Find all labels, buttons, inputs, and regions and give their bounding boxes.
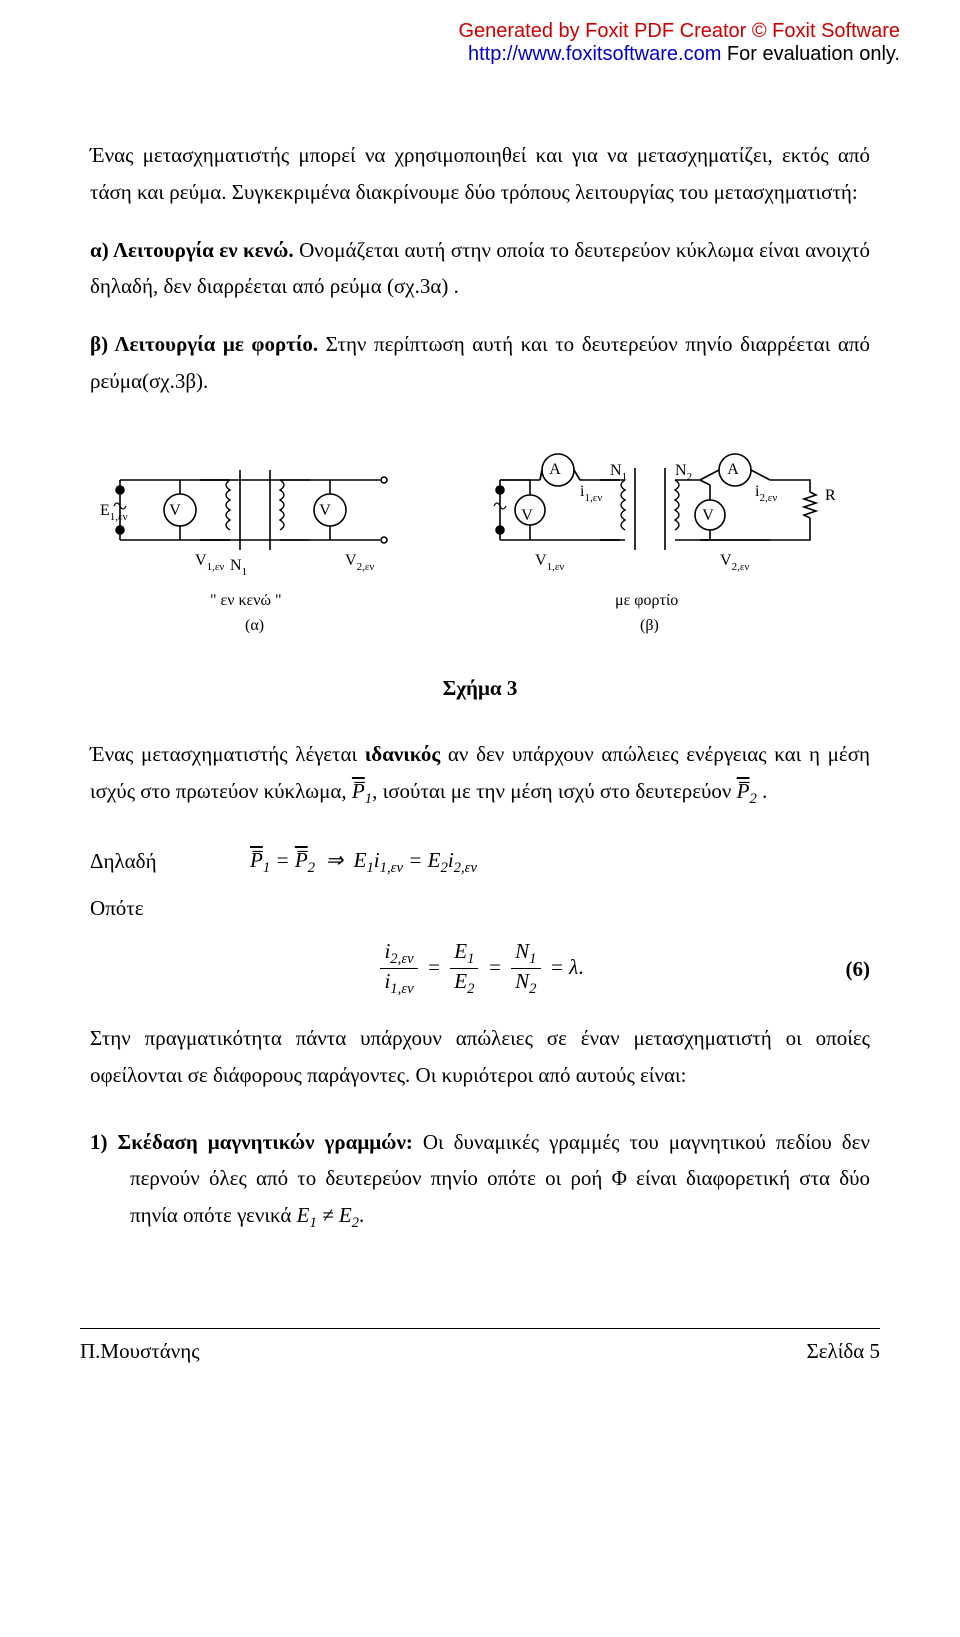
label-A-right: A [727,461,739,478]
label-V-right-a: V [319,502,331,519]
paragraph-2: Ένας μετασχηματιστής λέγεται ιδανικός αν… [90,736,870,813]
watermark-line2: http://www.foxitsoftware.com For evaluat… [0,43,900,66]
eq-dhladi-row: Δηλαδή P̅1 = P̅2 ⇒ E1i1,εν = E2i2,εν [90,834,870,890]
paragraph-3: Στην πραγματικότητα πάντα υπάρχουν απώλε… [90,1020,870,1094]
watermark-line1: Generated by Foxit PDF Creator © Foxit S… [0,20,900,43]
page-footer: Π.Μουστάνης Σελίδα 5 [80,1328,880,1394]
figure-caption: Σχήμα 3 [90,670,870,707]
list-item-1: 1) Σκέδαση μαγνητικών γραμμών: Οι δυναμι… [130,1124,870,1237]
item1-tail: . [359,1203,364,1227]
watermark-eval: For evaluation only. [721,43,900,65]
label-V2a: V2,εν [345,552,374,573]
label-R: R [825,487,836,504]
circuit-diagram-svg: E1,εν V V1,εν V V2,εν N1 " εν κενώ " (α)… [100,430,860,660]
label-V1a: V1,εν [195,552,224,573]
eq-p1p2: P̅1 = P̅2 ⇒ E1i1,εν = E2i2,εν [250,842,477,882]
label-i1: i1,εν [580,483,602,504]
footer-page: Σελίδα 5 [806,1339,880,1364]
paragraph-1: Ένας μετασχηματιστής μπορεί να χρησιμοπο… [90,137,870,211]
p2-a: Ένας μετασχηματιστής λέγεται [90,742,365,766]
item-beta: β) Λειτουργία με φορτίο. Στην περίπτωση … [90,326,870,400]
subcaption-b: (β) [640,617,659,634]
label-V-right-b: V [702,507,714,524]
item1-bold: 1) Σκέδαση μαγνητικών γραμμών: [90,1130,413,1154]
subcaption-a: (α) [245,617,264,634]
label-i2: i2,εν [755,483,777,504]
caption-a: " εν κενώ " [210,592,282,609]
item1-math: E1 ≠ E2 [297,1203,359,1227]
label-V2b: V2,εν [720,552,749,573]
p2-c: , ισούται με την μέση ισχύ στο δευτερεύο… [372,779,737,803]
p2-bold: ιδανικός [365,742,440,766]
caption-b: με φορτίο [615,592,678,609]
alpha-label: α) Λειτουργία εν κενώ. [90,238,294,262]
p2-P1: P̅1 [352,779,372,803]
figure-3: E1,εν V V1,εν V V2,εν N1 " εν κενώ " (α)… [90,430,870,660]
label-N1a: N1 [230,557,247,578]
p2-P2: P̅2 [737,779,757,803]
footer-author: Π.Μουστάνης [80,1339,200,1364]
watermark-block: Generated by Foxit PDF Creator © Foxit S… [0,0,960,76]
opote-label: Οπότε [90,890,870,927]
label-V1b: V1,εν [535,552,564,573]
item-alpha: α) Λειτουργία εν κενώ. Ονομάζεται αυτή σ… [90,232,870,306]
eq-ratio: i2,ενi1,εν = E1E2 = N1N2 = λ. (6) [90,939,870,1000]
watermark-url[interactable]: http://www.foxitsoftware.com [468,43,721,65]
label-V-left-a: V [169,502,181,519]
dhladi-label: Δηλαδή [90,843,250,880]
eq-number-6: (6) [846,951,871,988]
page-content: Ένας μετασχηματιστής μπορεί να χρησιμοπο… [0,76,960,1288]
label-A-left: A [549,461,561,478]
label-V-left-b: V [521,507,533,524]
beta-label: β) Λειτουργία με φορτίο. [90,332,318,356]
p2-d: . [757,779,768,803]
